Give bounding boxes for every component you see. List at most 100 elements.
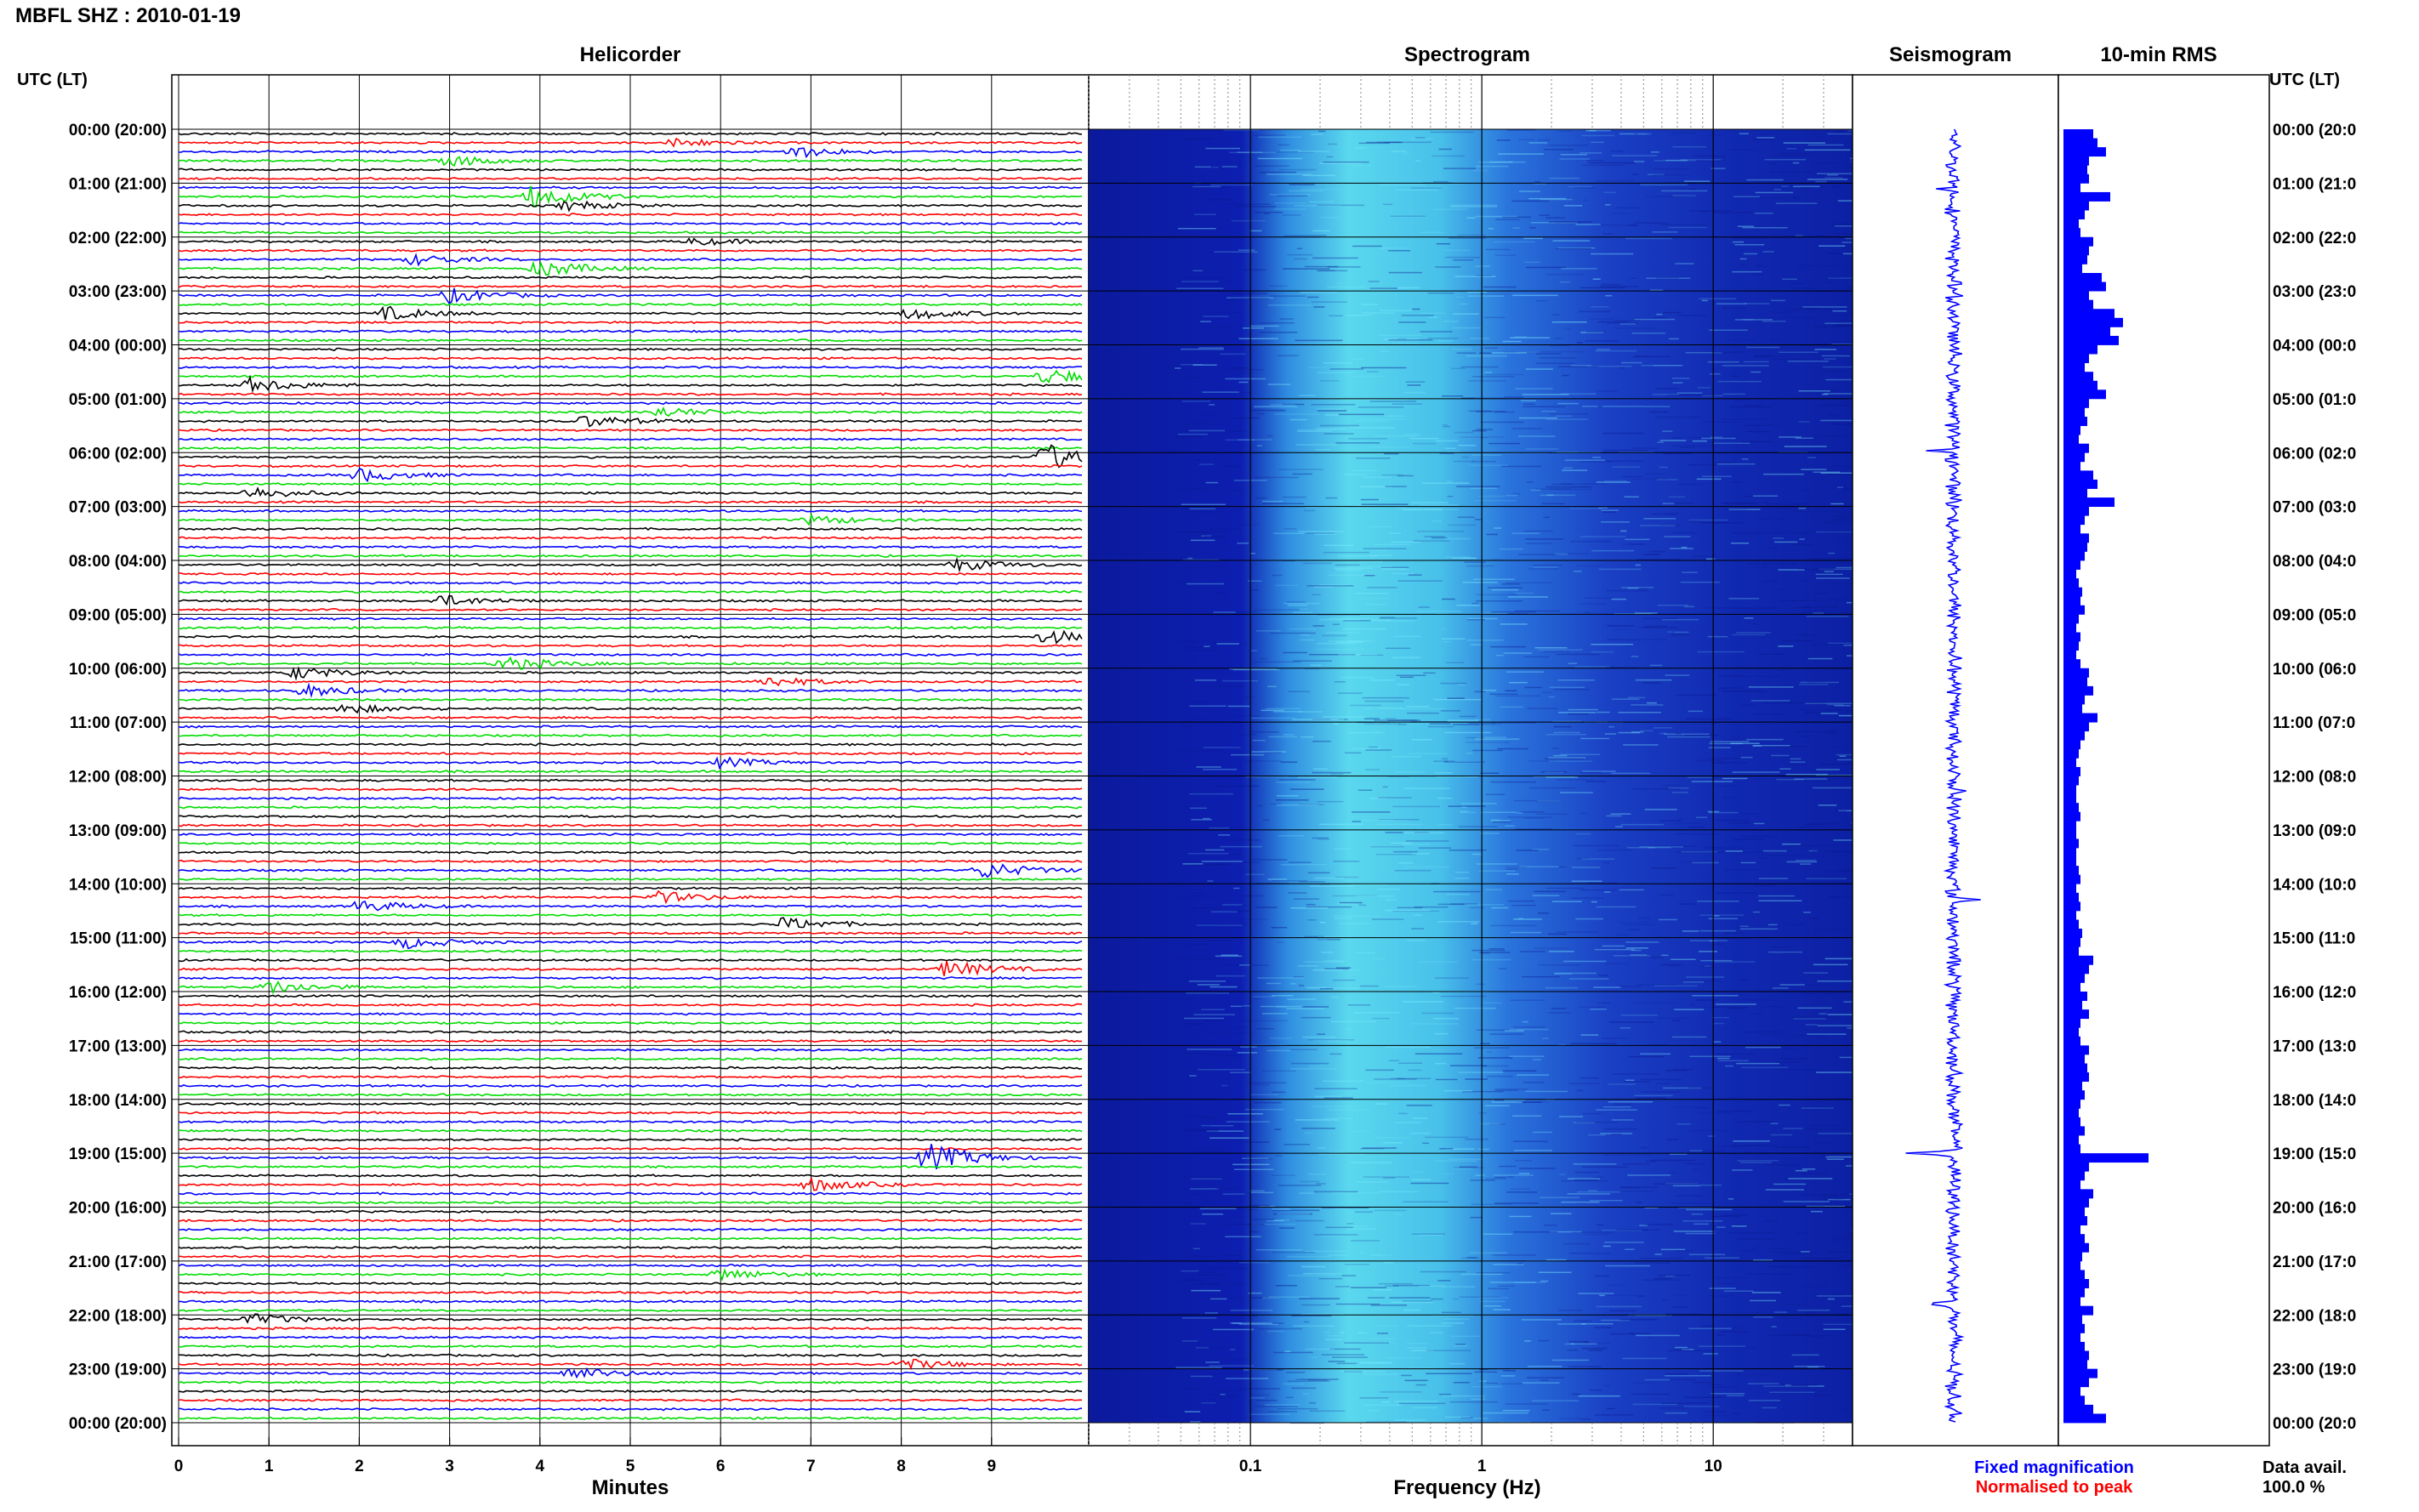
spectrogram-speckle	[1290, 907, 1329, 909]
spectrogram-speckle	[1500, 1383, 1523, 1384]
spectrogram-speckle	[1711, 1346, 1757, 1349]
spectrogram-speckle	[1283, 1219, 1324, 1222]
spectrogram-speckle	[1578, 1293, 1614, 1294]
spectrogram-speckle	[1779, 351, 1819, 353]
spectrogram-speckle	[1644, 1224, 1673, 1225]
spectrogram-speckle	[1443, 1318, 1470, 1320]
spectrogram-speckle	[1190, 892, 1203, 894]
spectrogram-speckle	[1490, 924, 1537, 927]
spectrogram-speckle	[1558, 712, 1597, 713]
spectrogram-speckle	[1432, 208, 1468, 210]
spectrogram-speckle	[1447, 697, 1465, 699]
spectrogram-speckle	[1380, 566, 1409, 568]
spectrogram-speckle	[1824, 1198, 1868, 1201]
frequency-tick-label: 10	[1705, 1458, 1722, 1475]
spectrogram-speckle	[1429, 1332, 1443, 1333]
spectrogram-speckle	[1269, 194, 1311, 196]
spectrogram-speckle	[1193, 1343, 1226, 1344]
spectrogram-speckle	[1689, 210, 1732, 212]
spectrogram-speckle	[1609, 1310, 1636, 1312]
hour-labels-left: 00:00 (20:00)01:00 (21:00)02:00 (22:00)0…	[69, 122, 167, 1433]
spectrogram-speckle	[1684, 1396, 1723, 1398]
spectrogram-speckle	[1283, 268, 1330, 270]
spectrogram-speckle	[1645, 625, 1667, 628]
spectrogram-speckle	[1455, 296, 1464, 298]
hour-label-right: 20:00 (16:0	[2273, 1200, 2356, 1218]
rms-bar	[2063, 452, 2085, 463]
spectrogram-speckle	[1607, 1294, 1641, 1297]
spectrogram-speckle	[1433, 698, 1482, 701]
spectrogram-speckle	[1620, 823, 1664, 826]
spectrogram-speckle	[1529, 787, 1575, 789]
spectrogram-speckle	[1306, 532, 1335, 534]
spectrogram-speckle	[1295, 444, 1337, 446]
spectrogram-speckle	[1627, 847, 1671, 849]
spectrogram-speckle	[1439, 452, 1454, 455]
spectrogram-speckle	[1627, 696, 1646, 699]
spectrogram-speckle	[1476, 600, 1523, 602]
spectrogram-speckle	[1827, 599, 1849, 600]
rms-bar	[2063, 479, 2097, 489]
spectrogram-speckle	[1243, 1005, 1252, 1007]
spectrogram-speckle	[1719, 1331, 1750, 1333]
spectrogram-speckle	[1302, 562, 1333, 565]
spectrogram-speckle	[1762, 702, 1793, 704]
helicorder-trace	[178, 221, 1083, 226]
spectrogram-speckle	[1572, 1231, 1614, 1233]
spectrogram-speckle	[1207, 1054, 1241, 1057]
helicorder-trace	[179, 1144, 1082, 1169]
spectrogram-speckle	[1719, 502, 1757, 504]
spectrogram-speckle	[1195, 1117, 1220, 1118]
spectrogram-speckle	[1385, 486, 1407, 487]
spectrogram-speckle	[1657, 479, 1678, 480]
spectrogram-panel	[1088, 74, 1898, 1447]
spectrogram-speckle	[1706, 607, 1747, 609]
spectrogram-speckle	[1372, 958, 1386, 960]
spectrogram-speckle	[1801, 1107, 1835, 1109]
spectrogram-speckle	[1625, 941, 1659, 943]
helicorder-trace	[178, 305, 1083, 321]
spectrogram-speckle	[1328, 640, 1375, 642]
spectrogram-speckle	[1209, 404, 1215, 406]
spectrogram-speckle	[1394, 870, 1431, 872]
spectrogram-speckle	[1261, 1013, 1288, 1015]
spectrogram-speckle	[1713, 915, 1720, 917]
spectrogram-speckle	[1555, 553, 1568, 555]
spectrogram-speckle	[1443, 761, 1485, 763]
spectrogram-speckle	[1509, 681, 1528, 684]
spectrogram-speckle	[1558, 366, 1599, 367]
spectrogram-speckle	[1636, 1202, 1642, 1203]
spectrogram-speckle	[1192, 1286, 1233, 1287]
spectrogram-speckle	[1545, 771, 1564, 774]
spectrogram-speckle	[1699, 298, 1737, 300]
spectrogram-speckle	[1268, 1296, 1309, 1298]
spectrogram-speckle	[1797, 1310, 1830, 1311]
spectrogram-speckle	[1771, 1326, 1777, 1327]
spectrogram-speckle	[1825, 378, 1855, 381]
spectrogram-speckle	[1773, 189, 1781, 190]
spectrogram-speckle	[1797, 1007, 1832, 1009]
spectrogram-speckle	[1639, 846, 1683, 848]
spectrogram-speckle	[1247, 580, 1262, 582]
spectrogram-speckle	[1627, 1174, 1671, 1176]
spectrogram-speckle	[1586, 366, 1632, 367]
spectrogram-speckle	[1379, 617, 1417, 619]
spectrogram-speckle	[1411, 1233, 1445, 1235]
rms-bar	[2063, 919, 2079, 929]
helicorder-trace	[178, 1219, 1083, 1223]
rms-bar	[2063, 884, 2076, 894]
spectrogram-speckle	[1196, 413, 1216, 415]
spectrogram-speckle	[1824, 177, 1843, 179]
spectrogram-speckle	[1460, 811, 1477, 814]
spectrogram-speckle	[1673, 822, 1701, 824]
spectrogram-speckle	[1395, 189, 1438, 190]
spectrogram-speckle	[1744, 405, 1763, 406]
spectrogram-speckle	[1736, 1062, 1780, 1065]
rms-bar	[2063, 622, 2076, 633]
helicorder-trace	[178, 276, 1083, 280]
spectrogram-speckle	[1292, 719, 1339, 720]
spectrogram-speckle	[1580, 1034, 1599, 1036]
spectrogram-speckle	[1753, 495, 1779, 497]
helicorder-trace	[178, 877, 1083, 882]
spectrogram-speckle	[1586, 882, 1619, 884]
